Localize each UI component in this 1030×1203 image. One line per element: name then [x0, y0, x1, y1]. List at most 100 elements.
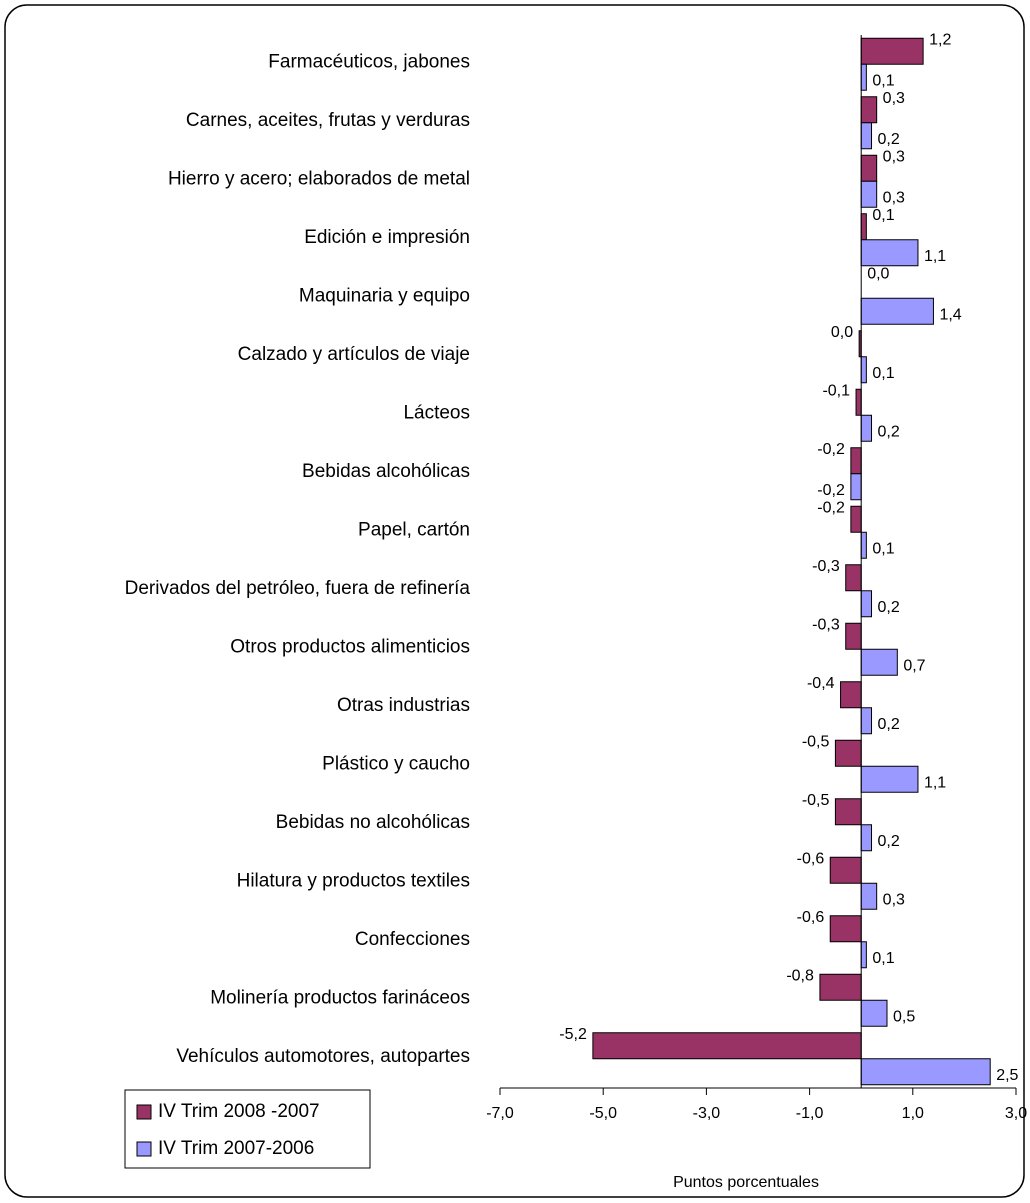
chart-border [4, 4, 1025, 1198]
x-axis-label: Puntos porcentuales [673, 1174, 819, 1191]
data-label: 0,2 [878, 833, 900, 850]
bar [860, 882, 878, 910]
category-label: Hierro y acero; elaborados de metal [168, 168, 470, 189]
category-label: Otras industrias [337, 695, 470, 716]
category-label: Papel, cartón [358, 519, 470, 540]
bar [860, 63, 867, 91]
data-label: 0,5 [893, 1008, 915, 1025]
bar [850, 447, 862, 475]
category-label: Bebidas no alcohólicas [276, 812, 470, 833]
bar [860, 590, 873, 618]
category-label: Confecciones [355, 929, 470, 950]
bar [860, 707, 873, 735]
bar [829, 915, 862, 943]
data-label: 1,1 [924, 774, 946, 791]
bar [834, 739, 862, 767]
x-tick-label: -1,0 [796, 1105, 824, 1122]
bar [860, 356, 867, 384]
bar [860, 414, 873, 442]
legend-label: IV Trim 2008 -2007 [158, 1101, 320, 1122]
category-label: Calzado y artículos de viaje [238, 344, 470, 365]
category-label: Bebidas alcohólicas [302, 461, 470, 482]
data-label: 0,2 [878, 131, 900, 148]
bar [860, 999, 888, 1027]
bar [850, 505, 862, 533]
x-tick-label: 3,0 [1005, 1105, 1027, 1122]
bar [860, 154, 878, 182]
bar [860, 648, 898, 676]
data-label: 1,4 [939, 306, 961, 323]
data-label: -0,2 [817, 441, 845, 458]
data-label: 0,1 [872, 72, 894, 89]
bar [850, 473, 862, 501]
bar [860, 531, 867, 559]
bar [819, 973, 862, 1001]
bar [834, 798, 862, 826]
x-tick-label: 1,0 [902, 1105, 924, 1122]
category-label: Otros productos alimenticios [230, 636, 470, 657]
data-label: -0,6 [797, 909, 825, 926]
legend-swatch [136, 1104, 152, 1120]
data-label: 0,0 [831, 324, 853, 341]
bar [860, 37, 924, 65]
bar [840, 681, 862, 709]
data-label: 0,3 [883, 90, 905, 107]
bar [860, 765, 919, 793]
data-label: 1,2 [929, 31, 951, 48]
data-label: 0,0 [867, 265, 889, 282]
data-label: 0,3 [883, 891, 905, 908]
category-label: Edición e impresión [304, 227, 470, 248]
x-tick-label: -3,0 [693, 1105, 721, 1122]
data-label: -5,2 [559, 1026, 587, 1043]
data-label: -0,5 [802, 733, 830, 750]
bar [860, 239, 919, 267]
data-label: -0,1 [822, 382, 850, 399]
bar [860, 96, 878, 124]
data-label: -0,3 [812, 558, 840, 575]
data-label: 2,5 [996, 1067, 1018, 1084]
bar [845, 564, 862, 592]
data-label: -0,2 [817, 499, 845, 516]
data-label: 0,1 [872, 540, 894, 557]
data-label: 0,7 [903, 657, 925, 674]
category-label: Hilatura y productos textiles [237, 870, 470, 891]
category-label: Maquinaria y equipo [299, 285, 470, 306]
data-label: 0,2 [878, 423, 900, 440]
data-label: -0,6 [797, 850, 825, 867]
legend-label: IV Trim 2007-2006 [158, 1138, 314, 1159]
bar [860, 180, 878, 208]
x-tick-label: -5,0 [589, 1105, 617, 1122]
data-label: -0,5 [802, 792, 830, 809]
data-label: 0,2 [878, 599, 900, 616]
data-label: 1,1 [924, 248, 946, 265]
data-label: -0,4 [807, 675, 835, 692]
data-label: 0,1 [872, 950, 894, 967]
data-label: 0,2 [878, 716, 900, 733]
bar [860, 824, 873, 852]
category-label: Lácteos [403, 402, 470, 423]
bar [855, 388, 862, 416]
x-tick-label: -7,0 [486, 1105, 514, 1122]
category-label: Carnes, aceites, frutas y verduras [186, 110, 470, 131]
bar [829, 856, 862, 884]
data-label: -0,2 [817, 482, 845, 499]
bar [592, 1032, 862, 1060]
bar [860, 297, 934, 325]
bar [860, 122, 873, 150]
legend-swatch [136, 1141, 152, 1157]
category-label: Vehículos automotores, autopartes [176, 1046, 470, 1067]
data-label: -0,8 [786, 967, 814, 984]
data-label: 0,3 [883, 189, 905, 206]
legend [124, 1089, 371, 1169]
bar [845, 622, 862, 650]
bar [860, 213, 867, 241]
category-label: Derivados del petróleo, fuera de refiner… [125, 578, 471, 599]
category-label: Plástico y caucho [322, 753, 470, 774]
data-label: 0,1 [872, 365, 894, 382]
category-label: Molinería productos farináceos [210, 987, 470, 1008]
data-label: 0,1 [872, 207, 894, 224]
data-label: -0,3 [812, 616, 840, 633]
bar [860, 1058, 991, 1086]
data-label: 0,3 [883, 148, 905, 165]
